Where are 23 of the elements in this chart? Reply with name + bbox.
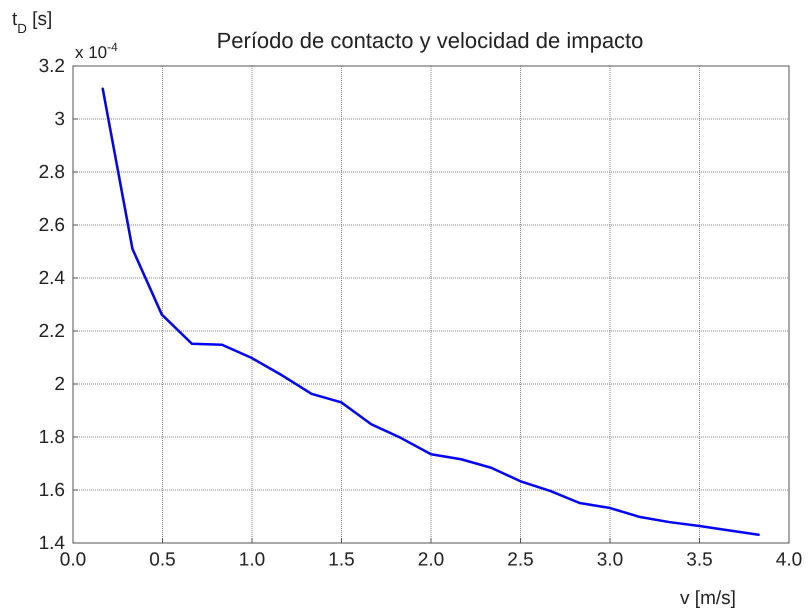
- y-axis-title: t$_{D}$ [s]: [12, 9, 52, 36]
- x-tick-label: 2.0: [418, 549, 444, 570]
- x-tick-label: 4.0: [776, 549, 802, 570]
- x-tick-label: 3.0: [596, 549, 624, 570]
- x-tick-label: 3.5: [686, 549, 713, 570]
- x-tick-label: 0.0: [60, 549, 86, 570]
- x-tick-label: 0.5: [149, 549, 176, 570]
- y-tick-label: 3.2: [38, 56, 65, 78]
- x-tick-label: 2.5: [507, 549, 534, 570]
- y-tick-label: 2.4: [38, 268, 66, 290]
- line-series: [101, 88, 760, 536]
- x-tick-label: 1.0: [238, 549, 266, 570]
- x-axis-title: v [m/s]: [680, 588, 736, 609]
- y-tick-label: 2: [54, 374, 65, 396]
- x-tick-label: 1.5: [328, 549, 355, 570]
- y-tick-label: 3: [54, 109, 65, 130]
- y-tick-label: 2.6: [38, 215, 65, 236]
- chart-title: Período de contacto y velocidad de impacto: [216, 28, 644, 53]
- text: x 10$^{-4}$: [75, 40, 118, 62]
- y-tick-label: 2.2: [38, 321, 65, 342]
- y-tick-label: 2.8: [38, 162, 65, 184]
- y-tick-label: 1.6: [38, 480, 65, 502]
- y-tick-label: 1.8: [38, 427, 65, 448]
